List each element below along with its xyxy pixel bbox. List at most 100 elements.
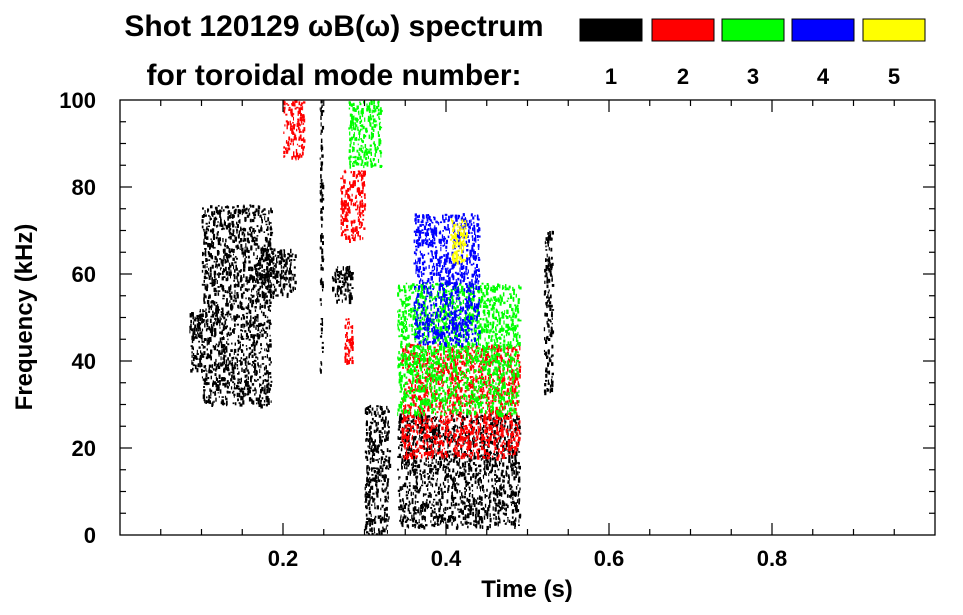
spectrum-point (495, 516, 497, 521)
spectrum-point (458, 511, 461, 513)
spectrum-point (387, 422, 389, 427)
spectrum-point (241, 396, 244, 401)
spectrum-point (442, 383, 444, 387)
spectrum-point (508, 450, 511, 455)
spectrum-point (247, 376, 249, 380)
spectrum-point (221, 261, 224, 264)
spectrum-point (222, 294, 226, 297)
spectrum-point (203, 231, 207, 237)
spectrum-point (459, 466, 461, 468)
spectrum-point (266, 399, 268, 403)
spectrum-point (487, 507, 490, 512)
spectrum-point (231, 233, 234, 237)
spectrum-point (378, 530, 381, 535)
spectrum-point (204, 254, 207, 257)
spectrum-point (479, 472, 481, 475)
spectrum-point (226, 298, 228, 303)
spectrum-point (217, 263, 221, 267)
spectrum-point (253, 321, 256, 324)
spectrum-point (497, 442, 499, 445)
spectrum-point (510, 402, 512, 406)
spectrum-point (217, 384, 220, 388)
spectrum-point (217, 380, 219, 383)
spectrum-point (246, 281, 248, 285)
spectrum-point (477, 502, 480, 505)
spectrum-point (224, 383, 227, 388)
spectrum-point (429, 470, 432, 474)
spectrum-point (261, 356, 264, 360)
spectrum-point (267, 290, 270, 293)
spectrum-point (546, 335, 549, 340)
mode-1-region-2 (258, 248, 297, 299)
spectrum-point (282, 266, 285, 269)
spectrum-point (322, 289, 324, 292)
spectrum-point (346, 339, 348, 342)
spectrum-point (493, 517, 495, 520)
spectrum-point (348, 265, 351, 270)
spectrum-point (385, 455, 388, 458)
spectrum-point (423, 508, 427, 512)
spectrum-point (407, 386, 410, 389)
spectrum-point (406, 420, 408, 424)
spectrum-point (368, 480, 371, 485)
spectrum-point (354, 234, 356, 239)
spectrum-point (265, 223, 268, 226)
spectrum-point (364, 207, 366, 211)
spectrum-point (419, 426, 422, 430)
spectrum-point (209, 400, 211, 404)
spectrum-point (408, 453, 410, 457)
spectrum-point (485, 416, 487, 421)
spectrum-point (492, 453, 495, 455)
spectrum-point (260, 400, 262, 403)
spectrum-point (505, 522, 507, 525)
spectrum-point (288, 106, 291, 109)
spectrum-point (369, 479, 372, 484)
spectrum-point (549, 301, 552, 305)
spectrum-point (194, 335, 196, 339)
spectrum-point (518, 524, 520, 526)
spectrum-point (514, 491, 516, 494)
spectrum-point (258, 403, 261, 407)
spectrum-point (349, 238, 351, 243)
spectrum-point (205, 312, 208, 317)
spectrum-point (279, 275, 282, 280)
spectrum-point (216, 317, 219, 321)
spectrum-point (419, 434, 421, 438)
spectrum-point (242, 231, 245, 234)
spectrum-point (223, 354, 225, 359)
spectrum-point (233, 318, 236, 322)
spectrum-point (191, 335, 193, 340)
spectrum-point (248, 387, 250, 392)
spectrum-point (421, 371, 423, 373)
spectrum-point (549, 333, 552, 337)
spectrum-point (513, 493, 516, 497)
spectrum-point (454, 444, 456, 449)
spectrum-point (547, 232, 550, 235)
spectrum-point (381, 483, 385, 486)
spectrum-point (222, 308, 224, 313)
spectrum-point (264, 236, 268, 241)
spectrum-point (460, 430, 462, 434)
spectrum-point (363, 172, 365, 177)
spectrum-point (278, 281, 280, 283)
spectrum-point (425, 435, 427, 440)
spectrum-point (229, 313, 232, 316)
spectrum-point (242, 261, 245, 264)
spectrum-point (441, 452, 443, 456)
spectrum-point (376, 488, 379, 493)
spectrum-point (506, 414, 508, 418)
spectrum-point (485, 464, 488, 467)
spectrum-point (367, 493, 369, 498)
spectrum-point (433, 524, 436, 528)
spectrum-point (384, 430, 386, 434)
spectrum-point (398, 417, 402, 422)
spectrum-point (405, 519, 408, 522)
spectrum-point (455, 363, 458, 367)
spectrum-point (240, 286, 242, 290)
spectrum-point (368, 406, 371, 408)
spectrum-point (423, 439, 426, 444)
spectrum-point (257, 291, 260, 295)
spectrum-point (518, 429, 521, 435)
spectrum-point (551, 230, 554, 235)
spectrum-point (256, 297, 259, 301)
